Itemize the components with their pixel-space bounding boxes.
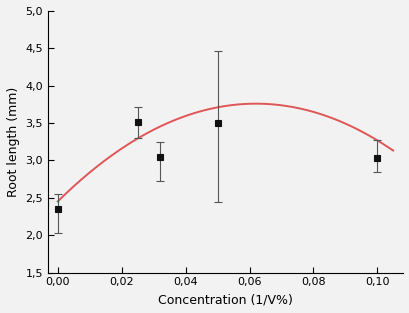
X-axis label: Concentration (1/V%): Concentration (1/V%): [158, 293, 292, 306]
Y-axis label: Root length (mm): Root length (mm): [7, 87, 20, 197]
